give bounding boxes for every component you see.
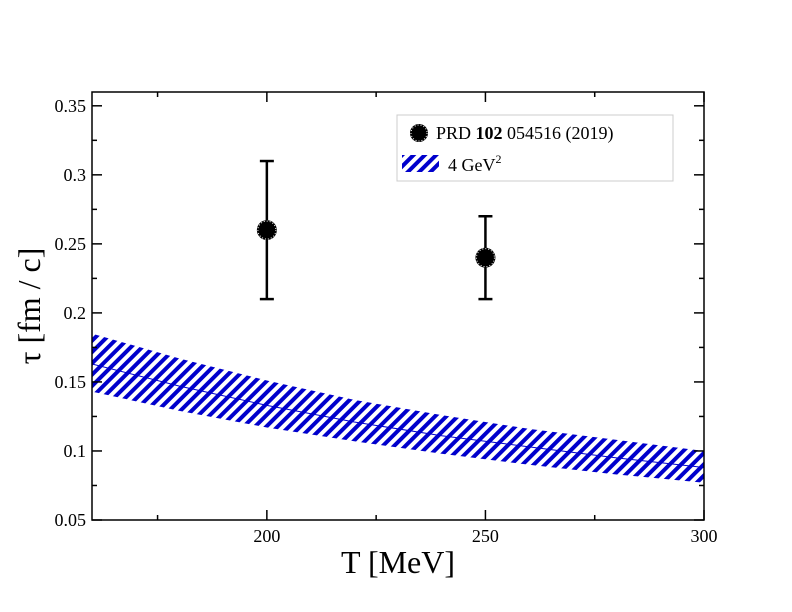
legend-label-points-suffix: 054516 (2019) [503, 123, 614, 144]
x-tick-label: 200 [253, 526, 280, 546]
y-tick-label: 0.3 [64, 165, 87, 185]
plot-frame [91, 91, 705, 521]
data-point-1 [475, 247, 496, 268]
legend-label-band-sup: 2 [496, 152, 502, 166]
legend-swatch-band [402, 155, 439, 172]
data-point-texture-0 [257, 220, 277, 240]
legend: PRD 102 054516 (2019) 4 GeV2 [396, 114, 674, 182]
y-tick-label: 0.35 [55, 96, 87, 116]
legend-label-points: PRD 102 054516 (2019) [436, 123, 614, 144]
y-tick-label: 0.2 [64, 303, 87, 323]
y-axis-title: τ [fm / c] [11, 248, 47, 365]
legend-label-points-bold: 102 [476, 123, 503, 143]
x-tick-label: 300 [691, 526, 718, 546]
band-area [92, 333, 704, 483]
legend-label-band-base: 4 GeV [448, 155, 496, 175]
y-tick-label: 0.05 [55, 510, 87, 530]
data-point-texture-1 [475, 248, 495, 268]
legend-label-points-prefix: PRD [436, 123, 476, 143]
legend-box [396, 114, 674, 182]
data-point-0 [256, 220, 277, 241]
ticks-layer: 200 250 300 0.05 0.1 0.15 0.2 0.25 0.3 0.35 [55, 92, 718, 546]
band-center-line [92, 363, 704, 469]
y-tick-label: 0.25 [55, 234, 87, 254]
band-layer [92, 333, 704, 483]
points-layer [256, 159, 496, 301]
legend-marker-points-dots [410, 124, 428, 142]
legend-label-band: 4 GeV2 [448, 152, 502, 175]
x-axis-title: T [MeV] [341, 544, 455, 580]
legend-marker-points [410, 124, 428, 142]
y-tick-label: 0.1 [64, 441, 87, 461]
x-tick-label: 250 [472, 526, 499, 546]
y-tick-label: 0.15 [55, 372, 87, 392]
